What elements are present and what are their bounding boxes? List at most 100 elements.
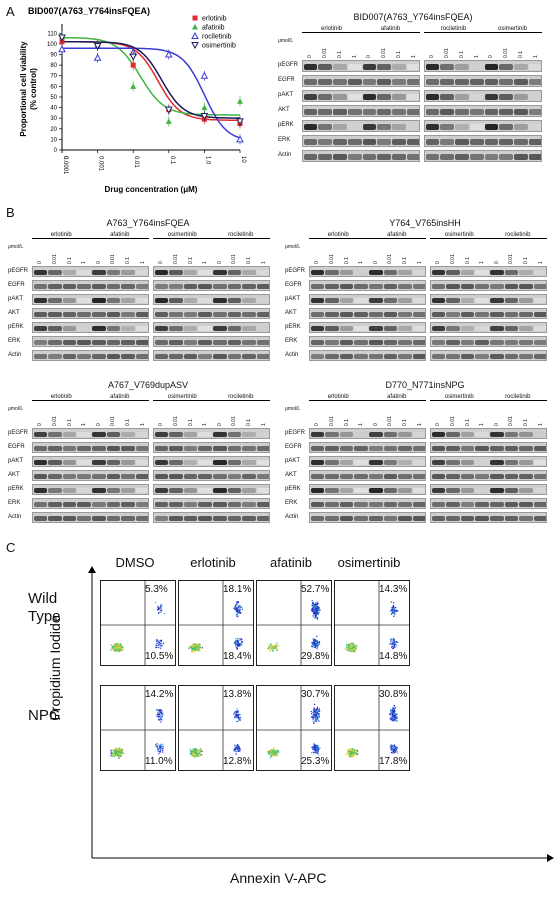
flow-event-dot — [160, 639, 162, 641]
blot-band — [256, 431, 269, 438]
blot-strip — [153, 484, 270, 495]
flow-event-dot — [312, 604, 314, 606]
blot-band — [183, 269, 198, 276]
flow-event-dot — [233, 750, 235, 752]
flow-event-dot — [273, 751, 275, 753]
blot-band — [62, 501, 77, 508]
blot-band — [490, 445, 504, 452]
drug-group-label: osimertinib — [153, 232, 212, 239]
flow-event-dot — [317, 718, 319, 720]
flow-event-dot — [395, 749, 397, 751]
drug-group-label: osimertinib — [153, 394, 212, 401]
dose-label: 1 — [532, 55, 539, 58]
flow-event-dot — [350, 648, 352, 650]
blot-band — [446, 473, 460, 480]
flow-event-dot — [316, 747, 318, 749]
blot-band — [398, 353, 412, 360]
blot-band — [431, 515, 446, 522]
flow-event-dot — [391, 748, 393, 750]
dose-label: 1 — [479, 261, 486, 264]
blot-band — [362, 79, 377, 85]
flow-event-dot — [237, 645, 239, 647]
data-point-osimertinib — [236, 118, 244, 126]
blot-strip — [32, 336, 149, 347]
blot-band — [475, 459, 489, 466]
flow-event-dot — [156, 639, 158, 641]
blot-band — [227, 473, 242, 480]
flow-event-dot — [121, 650, 123, 652]
blot-band — [377, 64, 391, 70]
flow-event-dot — [119, 748, 122, 751]
flow-event-dot — [159, 640, 161, 642]
flow-event-dot — [315, 751, 317, 753]
blot-band — [446, 325, 460, 332]
blot-band — [318, 94, 332, 100]
blot-band — [362, 109, 377, 115]
flow-event-dot — [200, 748, 202, 750]
blot-band — [354, 269, 368, 276]
blot-band — [242, 487, 256, 494]
blot-band — [154, 445, 169, 452]
blot-band — [431, 269, 446, 276]
blot-band — [499, 64, 513, 70]
blot-band — [398, 445, 412, 452]
flow-event-dot — [195, 755, 197, 757]
blot-band — [347, 124, 362, 130]
flow-event-dot — [353, 645, 355, 647]
blot-band — [106, 339, 121, 346]
flow-event-dot — [311, 643, 313, 646]
blot-band — [169, 283, 183, 290]
blot-band — [227, 269, 242, 276]
blot-band — [369, 353, 383, 360]
blot-band — [310, 445, 325, 452]
flow-event-dot — [390, 638, 392, 640]
blot-strip — [153, 428, 270, 439]
dose-label: 0.01 — [110, 254, 117, 264]
flow-event-dot — [156, 642, 158, 645]
flow-event-dot — [314, 747, 316, 749]
flow-event-dot — [270, 648, 272, 650]
flow-event-dot — [348, 649, 350, 651]
dose-label: 0.01 — [328, 254, 335, 264]
flow-event-dot — [159, 746, 161, 748]
flow-event-dot — [392, 638, 394, 640]
blot-band — [446, 515, 460, 522]
flow-event-dot — [314, 608, 316, 610]
flow-event-dot — [312, 642, 315, 644]
flow-event-dot — [316, 641, 318, 643]
blot-row-label: ERK — [278, 137, 291, 143]
blot-band — [154, 297, 169, 304]
flow-event-dot — [396, 713, 398, 715]
dose-label: 0.01 — [51, 416, 58, 426]
flow-event-dot — [116, 751, 118, 753]
blot-band — [469, 139, 484, 145]
flow-event-dot — [156, 745, 158, 747]
flow-event-dot — [121, 749, 124, 751]
dose-label: 0.01 — [51, 254, 58, 264]
flow-event-dot — [317, 602, 319, 605]
flow-event-dot — [317, 643, 319, 645]
flow-event-dot — [274, 644, 276, 646]
dose-label: 0.1 — [464, 257, 471, 264]
flow-event-dot — [392, 641, 394, 643]
flow-event-dot — [346, 643, 348, 645]
flow-event-dot — [315, 640, 317, 642]
flow-event-dot — [237, 640, 239, 642]
blot-strip — [430, 456, 547, 467]
blot-band — [135, 297, 148, 304]
blot-band — [484, 94, 499, 100]
flow-event-dot — [347, 646, 349, 648]
flow-event-dot — [315, 604, 317, 606]
flow-event-dot — [347, 647, 349, 649]
blot-band — [121, 473, 135, 480]
flow-event-dot — [238, 643, 240, 645]
flow-event-dot — [316, 709, 318, 711]
flow-event-dot — [272, 753, 274, 755]
flow-event-dot — [195, 751, 197, 753]
blot-band — [460, 297, 475, 304]
flow-event-dot — [161, 746, 163, 748]
flow-event-dot — [120, 644, 122, 646]
flow-event-dot — [276, 642, 278, 644]
flow-event-dot — [318, 643, 320, 645]
dose-label: 0.1 — [125, 419, 132, 426]
